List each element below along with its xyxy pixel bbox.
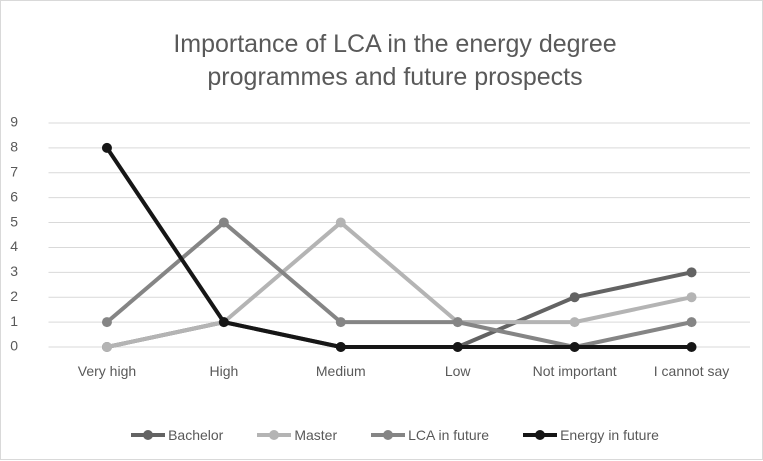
y-tick-label: 6 — [10, 188, 18, 204]
x-tick-label: I cannot say — [653, 363, 730, 379]
marker — [218, 317, 229, 328]
y-tick-label: 5 — [10, 213, 18, 229]
legend-swatch — [131, 430, 166, 440]
marker — [569, 292, 580, 303]
marker — [101, 142, 112, 153]
marker — [101, 317, 112, 328]
y-tick-label: 8 — [10, 139, 18, 155]
legend-item: LCA in future — [371, 427, 489, 443]
marker — [686, 267, 697, 278]
marker — [101, 342, 112, 352]
legend-swatch — [371, 430, 406, 440]
legend-swatch — [523, 430, 558, 440]
x-tick-label: Not important — [532, 363, 617, 379]
y-tick-label: 3 — [10, 263, 18, 279]
marker — [686, 292, 697, 303]
y-tick-label: 4 — [10, 238, 18, 254]
chart-title: Importance of LCA in the energy degree p… — [173, 30, 617, 91]
marker — [335, 217, 346, 228]
legend-item: Master — [257, 427, 337, 443]
marker — [335, 317, 346, 328]
y-tick-label: 1 — [10, 313, 18, 329]
x-tick-label: Low — [444, 363, 471, 379]
x-tick-label: Medium — [315, 363, 366, 379]
legend-marker — [269, 430, 280, 440]
y-tick-label: 2 — [10, 288, 18, 304]
marker — [335, 342, 346, 352]
series-line — [105, 146, 692, 349]
legend-item: Bachelor — [131, 427, 223, 443]
marker — [686, 342, 697, 352]
y-tick-label: 7 — [10, 163, 18, 179]
marker — [686, 317, 697, 328]
marker — [452, 342, 463, 352]
marker — [452, 317, 463, 328]
legend-item: Energy in future — [523, 427, 659, 443]
legend-marker — [383, 430, 394, 440]
legend-label: Energy in future — [560, 427, 659, 443]
x-tick-label: Very high — [77, 363, 137, 379]
y-tick-label: 9 — [10, 114, 18, 130]
y-tick-label: 0 — [10, 338, 18, 354]
legend-label: Bachelor — [168, 427, 224, 443]
series-line — [106, 220, 692, 349]
marker — [569, 342, 580, 352]
marker — [218, 217, 229, 228]
legend-marker — [535, 430, 546, 440]
x-tick-label: High — [209, 363, 239, 379]
legend: Bachelor Master LCA in future Energy in fut… — [0, 427, 763, 443]
legend-swatch — [257, 430, 292, 440]
legend-label: LCA in future — [408, 427, 490, 443]
marker — [569, 317, 580, 328]
series-line — [106, 270, 692, 349]
series-line — [105, 220, 692, 349]
legend-label: Master — [294, 427, 338, 443]
legend-marker — [143, 430, 154, 440]
